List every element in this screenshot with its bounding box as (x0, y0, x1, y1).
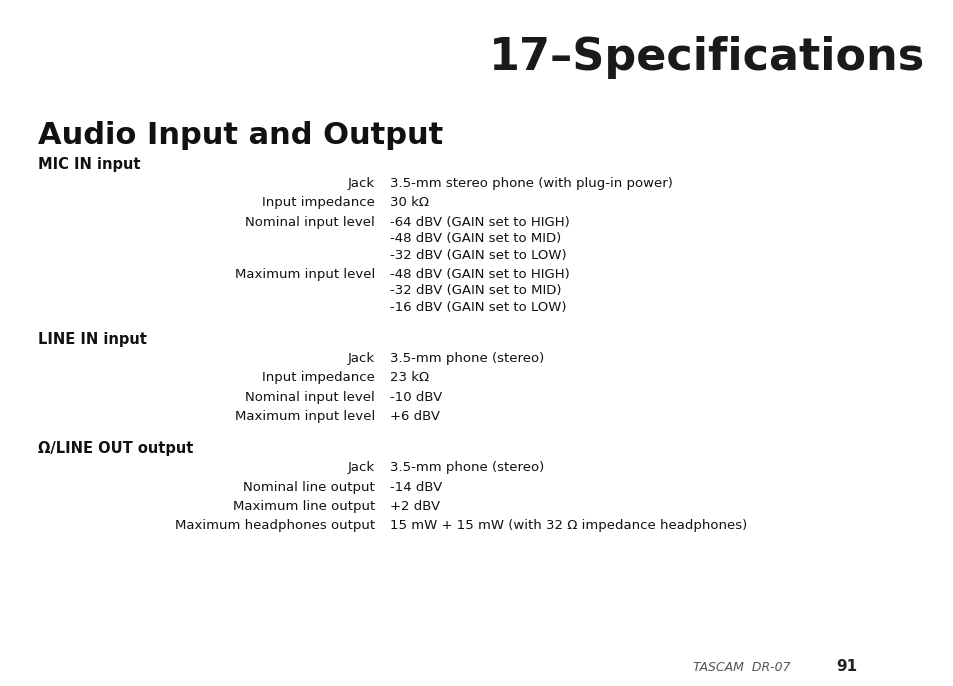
Text: Input impedance: Input impedance (262, 196, 375, 209)
Text: 30 kΩ: 30 kΩ (390, 196, 429, 209)
Text: -16 dBV (GAIN set to LOW): -16 dBV (GAIN set to LOW) (390, 300, 566, 314)
Text: -14 dBV: -14 dBV (390, 481, 442, 494)
Text: Maximum input level: Maximum input level (234, 410, 375, 423)
Text: Jack: Jack (348, 461, 375, 474)
Text: LINE IN input: LINE IN input (38, 332, 147, 347)
Text: Nominal input level: Nominal input level (245, 216, 375, 229)
Text: -32 dBV (GAIN set to MID): -32 dBV (GAIN set to MID) (390, 285, 561, 297)
Text: Jack: Jack (348, 352, 375, 365)
Text: Maximum headphones output: Maximum headphones output (174, 519, 375, 532)
Text: 3.5-mm phone (stereo): 3.5-mm phone (stereo) (390, 352, 543, 365)
Text: Input impedance: Input impedance (262, 371, 375, 384)
Text: 3.5-mm phone (stereo): 3.5-mm phone (stereo) (390, 461, 543, 474)
Text: +2 dBV: +2 dBV (390, 500, 439, 513)
Text: Maximum input level: Maximum input level (234, 268, 375, 281)
Text: -10 dBV: -10 dBV (390, 391, 442, 404)
Text: 17–Specifications: 17–Specifications (489, 36, 924, 79)
Text: 3.5-mm stereo phone (with plug-in power): 3.5-mm stereo phone (with plug-in power) (390, 177, 672, 190)
Text: TASCAM  DR-07: TASCAM DR-07 (692, 661, 794, 674)
Text: -32 dBV (GAIN set to LOW): -32 dBV (GAIN set to LOW) (390, 248, 566, 261)
Text: 23 kΩ: 23 kΩ (390, 371, 429, 384)
Text: MIC IN input: MIC IN input (38, 157, 140, 172)
Text: Nominal input level: Nominal input level (245, 391, 375, 404)
Text: -48 dBV (GAIN set to HIGH): -48 dBV (GAIN set to HIGH) (390, 268, 569, 281)
Text: -48 dBV (GAIN set to MID): -48 dBV (GAIN set to MID) (390, 232, 560, 245)
Text: Audio Input and Output: Audio Input and Output (38, 121, 443, 150)
Text: 91: 91 (835, 659, 856, 674)
Text: +6 dBV: +6 dBV (390, 410, 439, 423)
Text: Ω/LINE OUT output: Ω/LINE OUT output (38, 442, 193, 456)
Text: Jack: Jack (348, 177, 375, 190)
Text: Nominal line output: Nominal line output (243, 481, 375, 494)
Text: 15 mW + 15 mW (with 32 Ω impedance headphones): 15 mW + 15 mW (with 32 Ω impedance headp… (390, 519, 746, 532)
Text: -64 dBV (GAIN set to HIGH): -64 dBV (GAIN set to HIGH) (390, 216, 569, 229)
Text: Maximum line output: Maximum line output (233, 500, 375, 513)
